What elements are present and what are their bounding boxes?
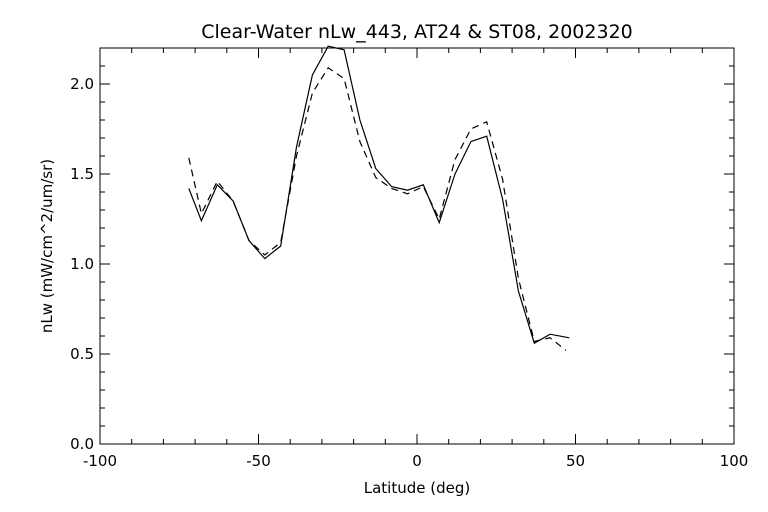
x-tick-label: 100 (720, 452, 749, 470)
x-tick-label: -50 (246, 452, 271, 470)
plot-area (188, 45, 570, 351)
series-line-solid (188, 45, 570, 345)
plot-frame (99, 47, 735, 445)
y-tick-label: 2.0 (70, 75, 94, 93)
y-tick-label: 1.0 (70, 255, 94, 273)
x-tick-label: -100 (83, 452, 117, 470)
chart-title: Clear-Water nLw_443, AT24 & ST08, 200232… (201, 21, 633, 43)
x-tick-label: 50 (566, 452, 585, 470)
y-axis-label: nLw (mW/cm^2/um/sr) (38, 159, 56, 333)
y-tick-label: 1.5 (70, 165, 94, 183)
series-line-dashed (188, 66, 567, 351)
x-axis-label: Latitude (deg) (364, 479, 470, 497)
y-axis: 0.0 0.5 1.0 1.5 2.0 (70, 47, 734, 453)
x-tick-label: 0 (412, 452, 422, 470)
y-tick-label: 0.5 (70, 345, 94, 363)
y-tick-label: 0.0 (70, 435, 94, 453)
x-axis: -100 -50 0 50 100 (83, 48, 748, 470)
